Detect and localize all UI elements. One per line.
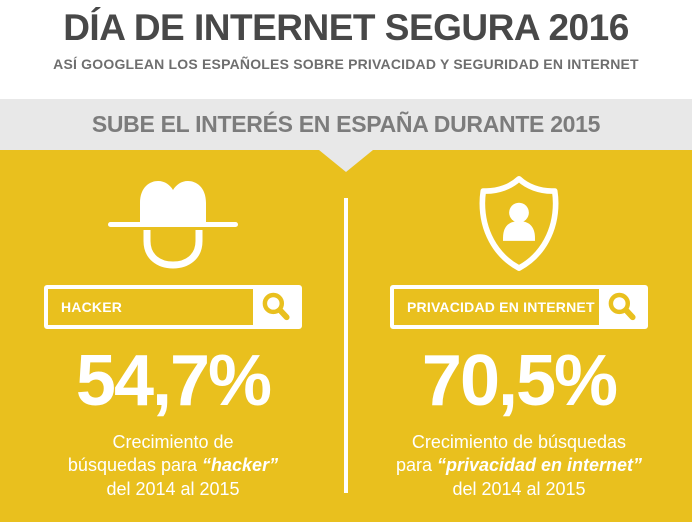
caption-line: del 2014 al 2015	[452, 478, 586, 499]
search-bar: HACKER	[44, 285, 302, 329]
search-button	[599, 289, 644, 325]
caption-term: “hacker”	[202, 455, 279, 476]
search-term-label: PRIVACIDAD EN INTERNET	[407, 299, 595, 315]
header: DÍA DE INTERNET SEGURA 2016 ASÍ GOOGLEAN…	[0, 0, 692, 99]
search-term-label: HACKER	[61, 299, 123, 315]
section-title: SUBE EL INTERÉS EN ESPAÑA DURANTE 2015	[91, 111, 601, 137]
caption-term: “privacidad en internet”	[436, 455, 643, 476]
stat-value: 54,7%	[75, 341, 272, 421]
icon-wrap	[107, 175, 239, 271]
stat-value: 70,5%	[421, 341, 618, 421]
column-privacidad: PRIVACIDAD EN INTERNET 70,5% Crecimiento…	[346, 150, 692, 522]
page-subtitle: ASÍ GOOGLEAN LOS ESPAÑOLES SOBRE PRIVACI…	[53, 55, 639, 72]
stat-caption: Crecimiento de búsquedas para “privacida…	[396, 431, 642, 501]
caption-line: del 2014 al 2015	[106, 478, 240, 499]
stat-caption: Crecimiento de búsquedas para “hacker” d…	[68, 431, 278, 501]
caption-line: para	[395, 455, 437, 476]
hacker-icon	[108, 181, 238, 269]
caption-line: Crecimiento de búsquedas	[411, 432, 627, 452]
banner-notch	[319, 150, 373, 172]
search-icon	[262, 292, 290, 321]
caption-line: Crecimiento de	[112, 432, 234, 452]
search-button	[253, 289, 298, 325]
caption-line: búsquedas para	[67, 455, 203, 476]
page-title: DÍA DE INTERNET SEGURA 2016	[63, 7, 629, 48]
section-banner: SUBE EL INTERÉS EN ESPAÑA DURANTE 2015	[0, 99, 692, 150]
stats-section: HACKER 54,7% Crecimiento de búsquedas pa…	[0, 150, 692, 522]
column-hacker: HACKER 54,7% Crecimiento de búsquedas pa…	[0, 150, 346, 522]
column-divider	[344, 198, 348, 493]
search-icon	[608, 292, 636, 321]
search-bar: PRIVACIDAD EN INTERNET	[390, 285, 648, 329]
icon-wrap	[472, 175, 566, 271]
shield-user-icon	[479, 176, 559, 271]
